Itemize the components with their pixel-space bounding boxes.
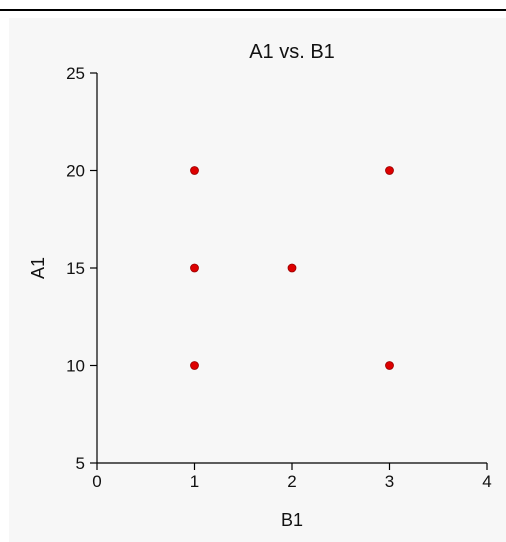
x-tick-label: 1 — [190, 472, 199, 491]
y-tick-label: 25 — [66, 64, 85, 83]
x-axis-label: B1 — [281, 510, 303, 530]
x-tick-label: 3 — [385, 472, 394, 491]
chart-panel — [9, 18, 506, 542]
scatter-point — [190, 166, 199, 175]
y-tick-label: 15 — [66, 259, 85, 278]
scatter-point — [190, 361, 199, 370]
x-tick-label: 4 — [482, 472, 491, 491]
y-tick-label: 20 — [66, 162, 85, 181]
y-axis-ticks: 5 10 15 20 25 — [66, 64, 97, 473]
y-tick-label: 10 — [66, 357, 85, 376]
data-points — [190, 166, 394, 370]
x-tick-label: 2 — [287, 472, 296, 491]
top-divider — [0, 9, 506, 11]
y-tick-label: 5 — [76, 454, 85, 473]
chart-title: A1 vs. B1 — [249, 41, 335, 63]
scatter-point — [287, 263, 297, 273]
scatter-point — [385, 361, 394, 370]
scatter-point — [385, 166, 394, 175]
scatter-point — [190, 263, 199, 273]
y-axis-label: A1 — [28, 257, 48, 279]
x-tick-label: 0 — [92, 472, 101, 491]
x-axis-ticks: 0 1 2 3 4 — [92, 463, 492, 491]
